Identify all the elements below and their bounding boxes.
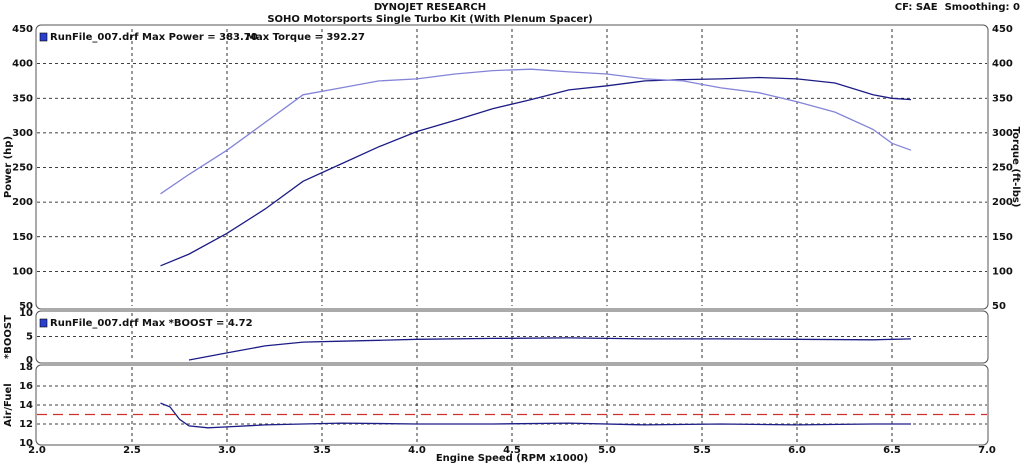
y2-tick-label: 200 bbox=[992, 197, 1013, 208]
y2-tick-label: 150 bbox=[992, 232, 1013, 243]
x-tick-label: 5.5 bbox=[693, 445, 711, 456]
x-tick-label: 6.5 bbox=[883, 445, 901, 456]
panel-frame bbox=[35, 364, 989, 446]
x-tick-label: 3.0 bbox=[218, 445, 236, 456]
y-tick-label: 100 bbox=[12, 266, 33, 277]
y-tick-label: 400 bbox=[12, 59, 33, 70]
y2-tick-label: 100 bbox=[992, 266, 1013, 277]
x-tick-label: 4.0 bbox=[408, 445, 426, 456]
y2-tick-label: 450 bbox=[992, 24, 1013, 35]
y-tick-label: 350 bbox=[12, 93, 33, 104]
y-axis-title: Power (hp) bbox=[3, 136, 14, 198]
y2-tick-label: 300 bbox=[992, 128, 1013, 139]
chart-subtitle: SOHO Motorsports Single Turbo Kit (With … bbox=[267, 14, 592, 25]
series-line bbox=[160, 68, 912, 195]
series-line bbox=[160, 402, 911, 429]
panel-frame bbox=[35, 310, 989, 364]
series-line bbox=[188, 337, 912, 361]
x-tick-label: 2.5 bbox=[123, 445, 141, 456]
y2-axis-title: Torque (ft-lbs) bbox=[1010, 127, 1021, 208]
y-tick-label: 200 bbox=[12, 197, 33, 208]
y-tick-label: 0 bbox=[26, 355, 33, 366]
y-tick-label: 10 bbox=[19, 308, 33, 319]
y-tick-label: 10 bbox=[19, 438, 33, 449]
panel-frame bbox=[35, 24, 989, 310]
y2-tick-label: 250 bbox=[992, 163, 1013, 174]
x-tick-label: 5.0 bbox=[598, 445, 616, 456]
settings-note: CF: SAE Smoothing: 0 bbox=[895, 2, 1020, 13]
y-tick-label: 50 bbox=[19, 301, 33, 312]
y-tick-label: 450 bbox=[12, 24, 33, 35]
y-tick-label: 5 bbox=[26, 332, 33, 343]
y-tick-label: 250 bbox=[12, 163, 33, 174]
y-axis-title: *BOOST bbox=[3, 315, 14, 359]
x-tick-label: 2.0 bbox=[28, 445, 46, 456]
x-tick-label: 6.0 bbox=[788, 445, 806, 456]
x-tick-label: 4.5 bbox=[503, 445, 521, 456]
y-tick-label: 14 bbox=[19, 400, 33, 411]
x-axis-title: Engine Speed (RPM x1000) bbox=[436, 453, 588, 464]
y-tick-label: 150 bbox=[12, 232, 33, 243]
legend-text: RunFile_007.drf Max Power = 383.70 bbox=[50, 32, 258, 43]
legend-text: RunFile_007.drf Max *BOOST = 4.72 bbox=[50, 318, 253, 329]
x-tick-label: 3.5 bbox=[313, 445, 331, 456]
y-tick-label: 16 bbox=[19, 381, 33, 392]
y2-tick-label: 50 bbox=[992, 301, 1006, 312]
y-tick-label: 300 bbox=[12, 128, 33, 139]
series-line bbox=[160, 76, 912, 267]
y-axis-title: Air/Fuel bbox=[3, 383, 14, 426]
legend-icon bbox=[39, 32, 48, 42]
x-tick-label: 7.0 bbox=[978, 445, 996, 456]
legend-icon bbox=[39, 318, 48, 328]
y2-tick-label: 400 bbox=[992, 59, 1013, 70]
y-tick-label: 18 bbox=[19, 362, 33, 373]
y-tick-label: 12 bbox=[19, 419, 33, 430]
y2-tick-label: 350 bbox=[992, 93, 1013, 104]
legend-text: Max Torque = 392.27 bbox=[246, 32, 365, 43]
chart-title: DYNOJET RESEARCH bbox=[374, 2, 486, 13]
